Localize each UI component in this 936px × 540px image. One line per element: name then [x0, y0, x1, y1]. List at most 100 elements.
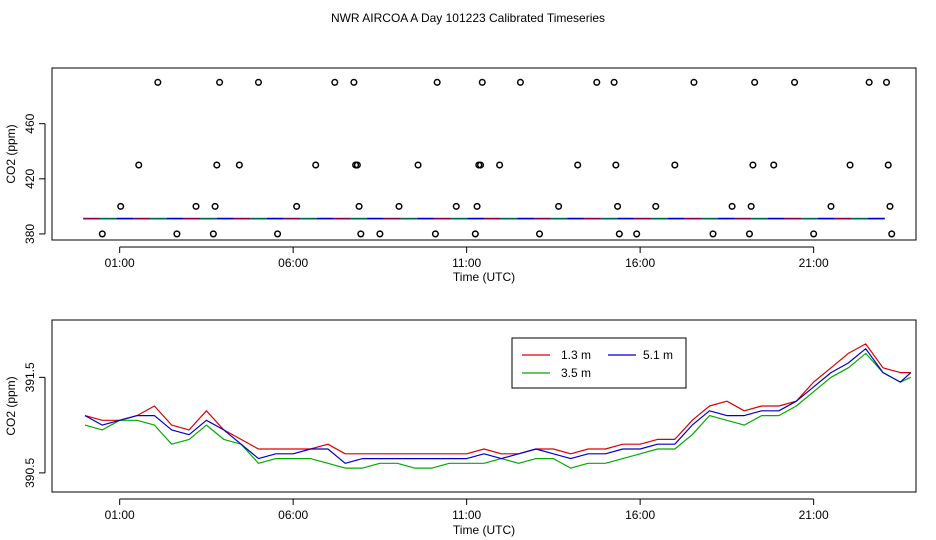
- x-tick-label: 11:00: [452, 508, 481, 522]
- data-point: [747, 202, 755, 210]
- data-point: [357, 230, 365, 238]
- line-series: [84, 343, 912, 469]
- series-line-1-3-m: [84, 343, 911, 455]
- data-point: [671, 161, 679, 169]
- data-point: [690, 78, 698, 86]
- data-point: [615, 230, 623, 238]
- data-point: [135, 161, 143, 169]
- series-line-5-1-m: [84, 348, 912, 464]
- data-point: [331, 78, 339, 86]
- legend: 1.3 m 3.5 m 5.1 m: [511, 337, 687, 389]
- data-point: [728, 202, 736, 210]
- y-axis-label: CO2 (ppm): [4, 376, 18, 435]
- data-point: [452, 202, 460, 210]
- y-tick-label: 460: [23, 113, 37, 133]
- legend-label: 5.1 m: [643, 348, 673, 362]
- data-point: [293, 202, 301, 210]
- x-tick-label: 01:00: [105, 256, 135, 270]
- x-axis-label: Time (UTC): [453, 523, 515, 537]
- data-point: [254, 78, 263, 86]
- data-point: [810, 230, 818, 238]
- plot-frame: [51, 319, 917, 493]
- data-point: [192, 202, 200, 210]
- data-point: [791, 78, 799, 86]
- data-point: [749, 161, 757, 169]
- scatter-points: [98, 78, 896, 238]
- data-point: [473, 202, 481, 210]
- data-point: [355, 202, 363, 210]
- data-point: [633, 230, 641, 238]
- y-tick-label: 390.5: [23, 458, 37, 488]
- panel-top-scatter: 01:00 06:00 11:00 16:00 21:00 380 420 460 Time…: [4, 67, 917, 284]
- data-point: [431, 230, 439, 238]
- x-tick-label: 16:00: [625, 508, 655, 522]
- legend-box: [511, 337, 687, 389]
- data-point: [614, 202, 622, 210]
- data-point: [211, 202, 219, 210]
- data-point: [216, 78, 224, 86]
- x-tick-label: 21:00: [799, 256, 829, 270]
- data-point: [535, 230, 544, 238]
- baseline-series: [83, 217, 885, 220]
- data-point: [496, 161, 504, 169]
- x-tick-label: 06:00: [278, 508, 308, 522]
- data-point: [433, 78, 441, 86]
- x-axis: 01:00 06:00 11:00 16:00 21:00: [105, 246, 829, 270]
- data-point: [610, 78, 618, 86]
- data-point: [846, 161, 854, 169]
- y-tick-label: 380: [23, 224, 37, 244]
- data-point: [471, 230, 479, 238]
- data-point: [709, 230, 717, 238]
- data-point: [235, 161, 243, 169]
- x-tick-label: 01:00: [105, 508, 135, 522]
- plot-frame: [51, 67, 917, 241]
- x-tick-label: 16:00: [625, 256, 655, 270]
- data-point: [98, 230, 106, 238]
- data-point: [376, 230, 384, 238]
- x-axis-label: Time (UTC): [453, 270, 515, 284]
- data-point: [745, 230, 753, 238]
- series-line-3-5-m: [84, 352, 912, 469]
- data-point: [593, 78, 601, 86]
- data-point: [209, 230, 217, 238]
- data-point: [555, 202, 563, 210]
- data-point: [751, 78, 759, 86]
- data-point: [827, 202, 835, 210]
- x-tick-label: 21:00: [799, 508, 829, 522]
- data-point: [770, 161, 778, 169]
- data-point: [652, 202, 660, 210]
- data-point: [882, 78, 891, 86]
- data-point: [476, 161, 485, 169]
- data-point: [884, 161, 892, 169]
- legend-entry-1-3m: 1.3 m: [522, 348, 591, 362]
- y-tick-label: 420: [23, 168, 37, 188]
- y-axis: 390.5 391.5: [23, 362, 46, 488]
- data-point: [273, 230, 282, 238]
- legend-label: 3.5 m: [561, 366, 591, 380]
- data-point: [213, 161, 221, 169]
- y-axis: 380 420 460: [23, 113, 46, 244]
- data-point: [865, 78, 873, 86]
- legend-label: 1.3 m: [561, 348, 591, 362]
- x-tick-label: 06:00: [278, 256, 308, 270]
- data-point: [414, 161, 422, 169]
- y-tick-label: 391.5: [23, 362, 37, 392]
- data-point: [612, 161, 620, 169]
- data-point: [574, 161, 582, 169]
- data-point: [886, 202, 894, 210]
- data-point: [516, 78, 524, 86]
- data-point: [395, 202, 403, 210]
- data-point: [888, 230, 896, 238]
- panel-bottom-line: 01:00 06:00 11:00 16:00 21:00 390.5 391.5 Tim…: [4, 319, 917, 537]
- data-point: [478, 78, 486, 86]
- data-point: [312, 161, 320, 169]
- legend-entry-5-1m: 5.1 m: [608, 348, 673, 362]
- legend-entry-3-5m: 3.5 m: [522, 366, 591, 380]
- y-axis-label: CO2 (ppm): [4, 124, 18, 183]
- data-point: [154, 78, 162, 86]
- data-point: [173, 230, 181, 238]
- figure-title: NWR AIRCOA A Day 101223 Calibrated Times…: [331, 11, 605, 25]
- data-point: [117, 202, 125, 210]
- x-axis: 01:00 06:00 11:00 16:00 21:00: [105, 498, 829, 522]
